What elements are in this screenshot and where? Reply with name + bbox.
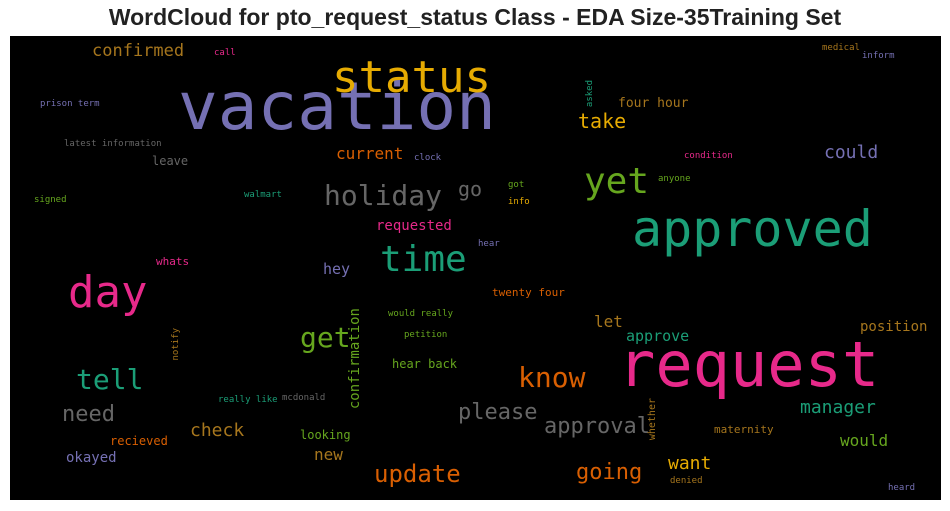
word-whats: whats [156,255,190,268]
word-anyone: anyone [658,174,691,184]
word-confirmation: confirmation [347,308,363,410]
word-let: let [594,312,623,331]
word-approve: approve [626,327,690,345]
word-approved: approved [632,200,873,258]
word-update: update [374,460,461,488]
word-inform: inform [862,51,895,61]
word-petition: petition [404,330,448,340]
word-take: take [578,109,627,133]
word-hear-back: hear back [392,357,458,371]
word-twenty-four: twenty four [492,286,565,299]
word-approval: approval [544,414,650,439]
word-asked: asked [585,80,595,108]
word-manager: manager [800,397,876,418]
word-status: status [332,52,491,103]
word-clock: clock [414,153,442,163]
word-walmart: walmart [244,190,282,200]
word-looking: looking [300,428,351,442]
word-would-really: would really [388,309,454,319]
word-four-hour: four hour [618,96,689,111]
word-could: could [824,142,879,163]
word-medical: medical [822,43,860,53]
word-okayed: okayed [66,450,117,466]
word-requested: requested [376,218,452,234]
word-heard: heard [888,483,916,493]
word-need: need [62,402,115,427]
word-signed: signed [34,195,67,205]
word-really-like: really like [218,395,278,405]
word-yet: yet [584,161,650,202]
word-vacation: vacation [178,68,496,145]
word-request: request [618,328,880,401]
word-got: got [508,180,525,190]
word-whether: whether [647,398,658,441]
word-leave: leave [152,154,189,168]
word-get: get [300,321,351,354]
word-tell: tell [76,363,144,396]
word-confirmed: confirmed [92,41,185,61]
word-notify: notify [171,328,181,361]
word-day: day [68,267,148,318]
word-want: want [668,453,712,474]
word-hey: hey [323,260,351,278]
word-go: go [458,177,483,201]
word-time: time [380,239,467,280]
word-denied: denied [670,476,703,486]
word-holiday: holiday [324,179,443,212]
word-would: would [840,431,889,450]
word-new: new [314,445,343,464]
word-recieved: recieved [110,434,168,448]
word-mcdonald: mcdonald [282,393,326,403]
word-please: please [458,400,538,425]
word-prison-term: prison term [40,99,100,109]
chart-title: WordCloud for pto_request_status Class -… [108,4,842,30]
wordcloud-panel: vacation request approved status day time yet h… [10,36,941,500]
word-position: position [860,319,928,335]
word-call: call [214,48,236,58]
word-current: current [336,144,404,163]
word-info: info [508,197,530,207]
word-condition: condition [684,151,733,161]
word-latest-information: latest information [64,139,162,149]
word-maternity: maternity [714,423,774,436]
word-hear: hear [478,239,500,249]
word-know: know [518,361,586,394]
word-check: check [190,420,245,441]
word-going: going [576,460,643,485]
